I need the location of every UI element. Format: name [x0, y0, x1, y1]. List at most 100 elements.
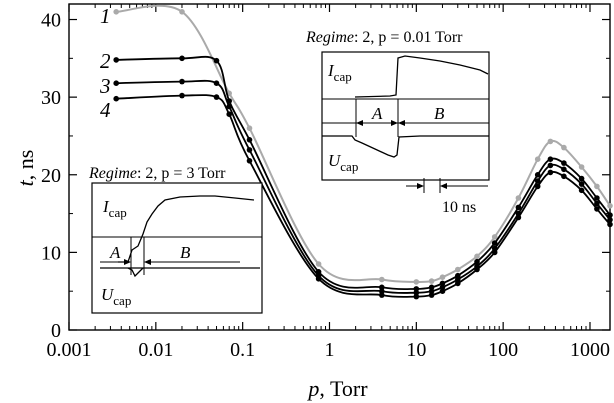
x-tick-label: 0.01 — [138, 339, 173, 361]
data-point-series-3 — [534, 178, 541, 184]
x-tick-label: 0.001 — [47, 339, 92, 361]
data-point-series-3 — [179, 78, 185, 85]
inset-3-torr-u-label: Ucap — [101, 285, 131, 308]
data-point-series-4 — [179, 92, 185, 99]
data-point-series-2 — [515, 204, 522, 211]
data-point-series-2 — [213, 57, 220, 64]
data-point-series-3 — [607, 217, 613, 223]
data-point-series-2 — [179, 55, 185, 62]
data-point-series-1 — [179, 9, 185, 15]
data-point-series-1 — [455, 266, 461, 273]
curve-label-3: 3 — [99, 74, 111, 98]
data-point-series-4 — [547, 169, 554, 176]
data-point-series-2 — [561, 160, 567, 166]
data-point-series-3 — [246, 147, 253, 153]
data-point-series-3 — [428, 288, 435, 295]
data-point-series-4 — [515, 214, 522, 221]
x-axis-label: p, Torr — [306, 376, 368, 401]
data-point-series-3 — [226, 103, 232, 110]
data-point-series-1 — [578, 164, 585, 170]
data-point-series-1 — [561, 144, 567, 151]
inset-0-01-torr-frame — [321, 51, 490, 181]
inset-3-torr: Regime: 2, p = 3 Torr A B Icap Ucap — [88, 165, 263, 314]
series-layer — [113, 4, 613, 300]
axis-ticks: 0.001 0.01 0.1 1 10 100 1000 0 10 20 30 40 — [41, 4, 610, 361]
data-point-series-1 — [379, 276, 385, 283]
data-point-series-3 — [455, 276, 461, 283]
data-point-series-2 — [607, 212, 613, 218]
data-point-series-2 — [428, 284, 435, 291]
inset-3-torr-title: Regime: 2, p = 3 Torr — [88, 165, 226, 182]
data-point-series-4 — [607, 221, 613, 228]
inset-0-01-torr-i-label: Icap — [327, 61, 352, 84]
data-point-series-2 — [113, 57, 119, 63]
y-axis-label: t, ns — [13, 150, 38, 187]
data-point-series-4 — [594, 206, 600, 212]
x-tick-label: 1 — [324, 339, 334, 361]
data-point-series-3 — [547, 162, 554, 169]
data-point-series-1 — [547, 138, 554, 145]
inset-3-torr-label-a: A — [109, 243, 121, 262]
data-point-series-3 — [561, 166, 567, 173]
data-point-series-1 — [315, 261, 322, 267]
data-point-series-4 — [379, 292, 385, 298]
scale-bar-label: 10 ns — [442, 199, 476, 216]
inset-3-torr-i-label: Icap — [102, 197, 127, 220]
data-point-series-2 — [547, 156, 554, 162]
inset-0-01-torr-voltage-trace — [322, 135, 489, 158]
data-point-series-3 — [113, 80, 119, 86]
curve-label-2: 2 — [100, 49, 111, 73]
scale-bar-arrowhead-left — [417, 183, 424, 189]
inset-0-01-torr-u-label: Ucap — [328, 151, 358, 174]
data-point-series-4 — [413, 293, 420, 300]
data-point-series-1 — [413, 279, 420, 285]
data-point-series-1 — [607, 203, 613, 209]
data-point-series-4 — [561, 173, 567, 180]
data-point-series-3 — [439, 284, 446, 291]
inset-3-torr-arrowhead-b — [144, 259, 151, 265]
data-point-series-4 — [474, 266, 480, 273]
plot-frame — [68, 3, 611, 331]
data-point-series-1 — [474, 253, 480, 260]
data-point-series-2 — [594, 195, 600, 201]
y-tick-label: 20 — [41, 165, 61, 187]
data-point-series-4 — [428, 292, 435, 298]
data-point-series-2 — [474, 258, 480, 265]
data-point-series-4 — [226, 111, 232, 117]
data-point-series-1 — [428, 278, 435, 284]
inset-0-01-torr: Regime: 2, p = 0.01 Torr A B Icap Ucap 1… — [305, 29, 490, 216]
data-point-series-3 — [379, 288, 385, 295]
inset-3-torr-frame — [91, 182, 263, 314]
inset-3-torr-label-b: B — [180, 243, 191, 262]
x-tick-label: 10 — [406, 339, 426, 361]
data-point-series-1 — [246, 125, 253, 131]
inset-0-01-torr-title: Regime: 2, p = 0.01 Torr — [305, 29, 463, 46]
y-tick-label: 0 — [51, 320, 61, 342]
y-tick-label: 10 — [41, 242, 61, 264]
data-point-series-1 — [491, 234, 498, 240]
data-point-series-2 — [379, 284, 385, 291]
inset-0-01-torr-arrowhead-a-r — [391, 120, 398, 126]
data-point-series-4 — [246, 158, 253, 164]
curve-label-4: 4 — [100, 98, 111, 122]
inset-0-01-torr-arrowhead-b — [398, 120, 405, 126]
data-point-series-3 — [413, 289, 420, 296]
data-point-series-4 — [113, 95, 119, 102]
data-point-series-4 — [315, 276, 322, 282]
inset-0-01-torr-arrowhead-a-l — [356, 120, 363, 126]
data-point-series-3 — [213, 80, 220, 86]
y-tick-label: 30 — [41, 87, 61, 109]
data-point-series-4 — [578, 187, 585, 194]
inset-0-01-torr-label-a: A — [371, 104, 383, 123]
inset-0-01-torr-label-b: B — [434, 104, 445, 123]
data-point-series-3 — [594, 200, 600, 207]
data-point-series-1 — [594, 183, 600, 190]
data-point-series-3 — [578, 181, 585, 187]
y-tick-label: 40 — [41, 10, 61, 32]
data-point-series-4 — [491, 249, 498, 256]
data-point-series-2 — [491, 240, 498, 246]
curve-label-1: 1 — [100, 4, 111, 28]
data-point-series-1 — [439, 274, 446, 281]
inset-0-01-torr-current-trace — [354, 55, 489, 98]
data-point-series-2 — [578, 175, 585, 182]
